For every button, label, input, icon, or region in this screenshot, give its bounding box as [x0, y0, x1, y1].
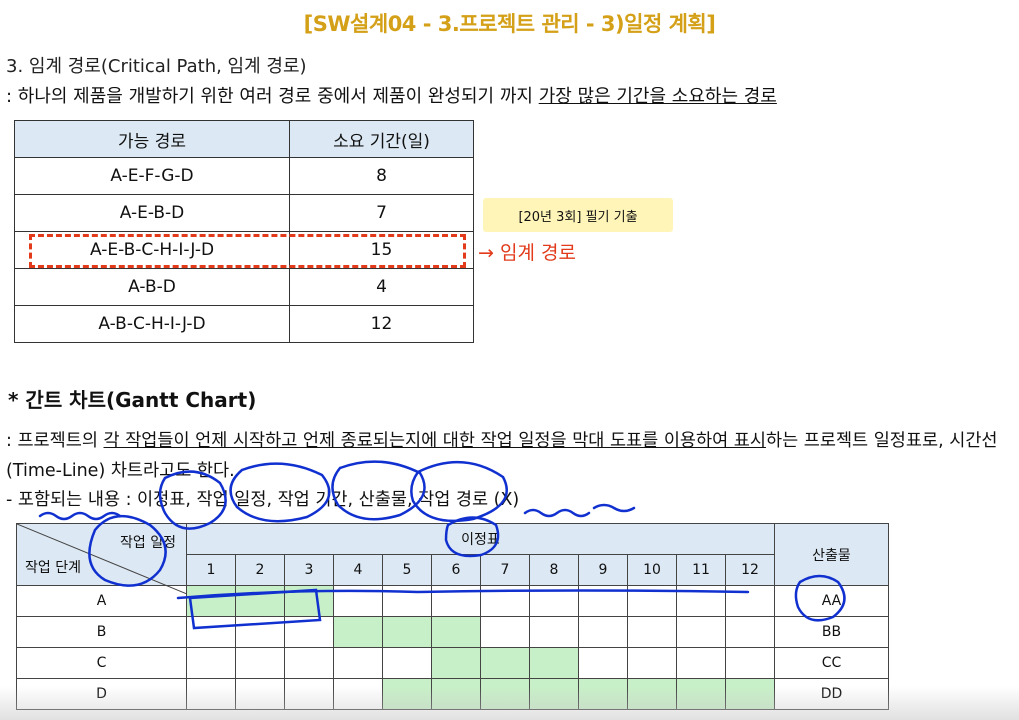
gantt-title: * 간트 차트(Gantt Chart): [8, 388, 257, 412]
month-header: 10: [627, 554, 677, 586]
gantt-corner-cell: 작업 일정 작업 단계: [16, 523, 187, 594]
gantt-bar-cell: [480, 647, 530, 679]
table-row: C CC: [16, 647, 889, 679]
month-header: 5: [382, 554, 432, 586]
path-table: 가능 경로 소요 기간(일) A-E-F-G-D 8 A-E-B-D 7 A-E…: [14, 120, 474, 343]
output-header: 산출물: [774, 523, 889, 586]
output-cell: AA: [774, 585, 889, 617]
gantt-table: 작업 일정 작업 단계 이정표 산출물 1 2 3 4 5 6 7 8 9 10 11 12 A AA B…: [16, 523, 889, 710]
gantt-bar-cell: [431, 616, 481, 648]
slide-title: [SW설계04 - 3.프로젝트 관리 - 3)일정 계획]: [303, 12, 716, 36]
critical-path-definition: : 하나의 제품을 개발하기 위한 여러 경로 중에서 제품이 완성되기 까지 …: [6, 82, 777, 108]
gantt-empty-cell: [284, 647, 334, 679]
section-title: 3. 임계 경로(Critical Path, 임계 경로): [6, 56, 307, 77]
critical-path-highlight: [29, 234, 466, 268]
path-cell: A-E-B-D: [14, 194, 290, 232]
table-row-critical: A-E-B-C-H-I-J-D 15: [14, 231, 474, 269]
definition-text: : 하나의 제품을 개발하기 위한 여러 경로 중에서 제품이 완성되기 까지: [6, 86, 539, 107]
path-cell: A-E-B-C-H-I-J-D: [14, 231, 290, 269]
month-header: 3: [284, 554, 334, 586]
gantt-empty-cell: [676, 585, 726, 617]
month-header: 4: [333, 554, 383, 586]
gantt-empty-cell: [676, 647, 726, 679]
month-header: 1: [186, 554, 236, 586]
gantt-bar-cell: [529, 647, 579, 679]
corner-bottom-label: 작업 단계: [25, 560, 81, 576]
gantt-bar-cell: [333, 616, 383, 648]
gantt-empty-cell: [627, 585, 677, 617]
gantt-empty-cell: [578, 616, 628, 648]
gantt-empty-cell: [333, 647, 383, 679]
stage-cell: B: [16, 616, 187, 648]
annotation-scribble: [523, 508, 591, 518]
critical-path-label: → 임계 경로: [478, 242, 576, 264]
exam-tag: [20년 3회] 필기 기출: [483, 198, 673, 232]
stage-cell: C: [16, 647, 187, 679]
gantt-empty-cell: [676, 616, 726, 648]
gantt-empty-cell: [725, 585, 775, 617]
gantt-empty-cell: [578, 647, 628, 679]
days-cell: 7: [289, 194, 474, 232]
gantt-empty-cell: [235, 647, 285, 679]
gantt-bar-cell: [382, 616, 432, 648]
table-row: A-E-F-G-D 8: [14, 157, 474, 195]
definition-underlined: 가장 많은 기간을 소요하는 경로: [538, 86, 777, 107]
month-header: 2: [235, 554, 285, 586]
gantt-empty-cell: [186, 616, 236, 648]
annotation-scribble: [592, 503, 636, 513]
table-row: A-B-C-H-I-J-D 12: [14, 305, 474, 343]
path-cell: A-B-D: [14, 268, 290, 306]
month-header: 7: [480, 554, 530, 586]
gantt-def-prefix: : 프로젝트의: [6, 431, 104, 451]
gantt-empty-cell: [333, 585, 383, 617]
table-row: A-E-B-D 7: [14, 194, 474, 232]
gantt-bar-cell: [284, 585, 334, 617]
gantt-empty-cell: [382, 647, 432, 679]
path-cell: A-B-C-H-I-J-D: [14, 305, 290, 343]
header-path: 가능 경로: [14, 120, 290, 158]
output-cell: BB: [774, 616, 889, 648]
gantt-empty-cell: [284, 616, 334, 648]
gantt-def-underlined: 각 작업들이 언제 시작하고 언제 종료되는지에 대한 작업 일정을 막대 도표…: [103, 431, 766, 451]
gantt-empty-cell: [529, 585, 579, 617]
month-header: 12: [725, 554, 775, 586]
table-row: A-B-D 4: [14, 268, 474, 306]
table-row: B BB: [16, 616, 889, 648]
month-header: 6: [431, 554, 481, 586]
days-cell: 15: [289, 231, 474, 269]
gantt-bar-cell: [235, 585, 285, 617]
days-cell: 4: [289, 268, 474, 306]
gantt-empty-cell: [480, 616, 530, 648]
output-cell: CC: [774, 647, 889, 679]
corner-top-label: 작업 일정: [120, 535, 176, 551]
header-days: 소요 기간(일): [289, 120, 474, 158]
gantt-definition: : 프로젝트의 각 작업들이 언제 시작하고 언제 종료되는지에 대한 작업 일…: [6, 426, 1011, 486]
path-cell: A-E-F-G-D: [14, 157, 290, 195]
gantt-empty-cell: [186, 647, 236, 679]
month-header: 8: [529, 554, 579, 586]
days-cell: 8: [289, 157, 474, 195]
month-row: 1 2 3 4 5 6 7 8 9 10 11 12: [17, 554, 889, 586]
gantt-empty-cell: [725, 647, 775, 679]
milestone-header: 이정표: [186, 523, 775, 555]
gantt-bar-cell: [186, 585, 236, 617]
month-header: 11: [676, 554, 726, 586]
gantt-bar-cell: [431, 647, 481, 679]
month-header: 9: [578, 554, 628, 586]
gantt-empty-cell: [578, 585, 628, 617]
gantt-empty-cell: [480, 585, 530, 617]
days-cell: 12: [289, 305, 474, 343]
bottom-shadow: [0, 686, 1019, 720]
path-table-header: 가능 경로 소요 기간(일): [14, 120, 474, 158]
gantt-empty-cell: [431, 585, 481, 617]
annotation-scribble: [38, 511, 122, 521]
gantt-empty-cell: [725, 616, 775, 648]
gantt-empty-cell: [627, 647, 677, 679]
gantt-includes: - 포함되는 내용 : 이정표, 작업 일정, 작업 기간, 산출물, 작업 경…: [6, 490, 520, 510]
gantt-empty-cell: [529, 616, 579, 648]
gantt-empty-cell: [235, 616, 285, 648]
gantt-empty-cell: [627, 616, 677, 648]
gantt-empty-cell: [382, 585, 432, 617]
